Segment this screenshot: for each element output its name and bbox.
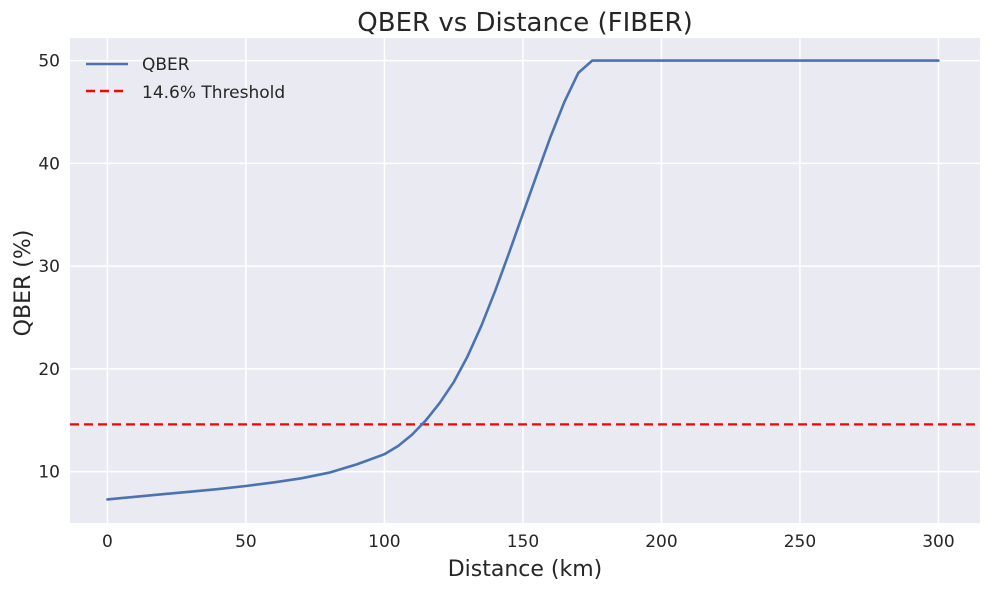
grid: [70, 38, 980, 523]
x-tick-label: 0: [102, 532, 113, 552]
chart-title: QBER vs Distance (FIBER): [357, 8, 692, 38]
series-layer: [106, 59, 940, 501]
x-tick-label: 200: [645, 532, 677, 552]
x-tick-label: 100: [368, 532, 400, 552]
y-tick-label: 40: [38, 154, 60, 174]
plot-background: [70, 38, 980, 523]
x-tick-label: 50: [235, 532, 257, 552]
x-tick-label: 150: [507, 532, 539, 552]
x-tick-labels: 0 50 100 150 200 250 300: [102, 532, 955, 552]
y-tick-label: 10: [38, 463, 60, 483]
y-tick-label: 50: [38, 52, 60, 72]
x-tick-label: 300: [922, 532, 954, 552]
y-tick-labels: 10 20 30 40 50: [38, 52, 60, 483]
x-axis-label: Distance (km): [448, 557, 603, 582]
legend-label-qber: QBER: [142, 55, 190, 75]
x-tick-label: 250: [784, 532, 816, 552]
qber-line: [106, 59, 940, 501]
legend-label-threshold: 14.6% Threshold: [142, 83, 285, 103]
legend: QBER 14.6% Threshold: [86, 55, 285, 103]
y-axis-label: QBER (%): [11, 230, 36, 337]
y-tick-label: 20: [38, 360, 60, 380]
y-tick-label: 30: [38, 257, 60, 277]
